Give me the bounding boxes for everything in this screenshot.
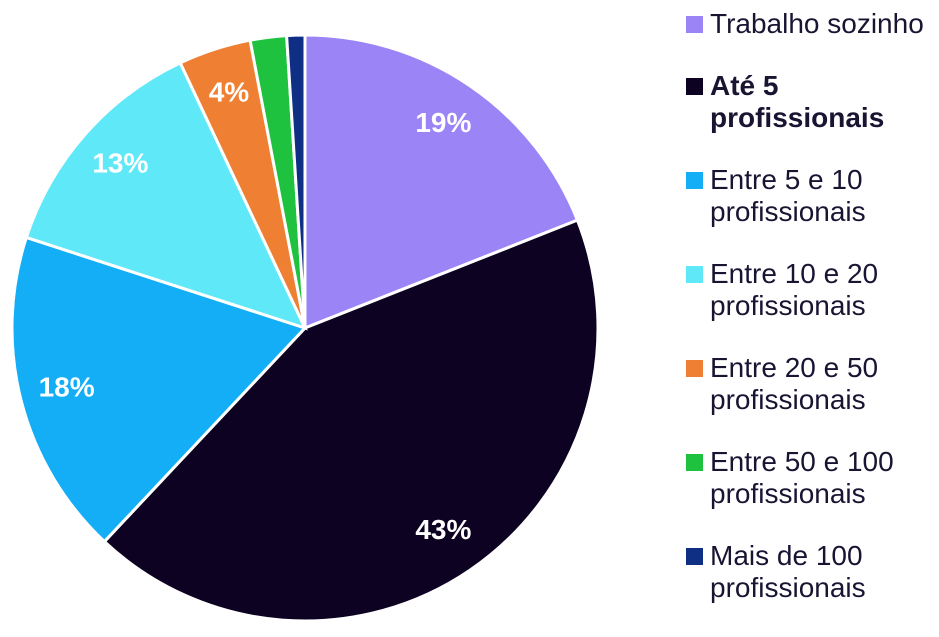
legend-item: Entre 50 e 100 profissionais	[686, 446, 936, 510]
legend-label: Entre 5 e 10 profissionais	[710, 164, 866, 227]
pie-slice	[285, 33, 307, 329]
legend-label: Entre 50 e 100 profissionais	[710, 446, 894, 509]
legend-item: Mais de 100 profissionais	[686, 540, 936, 604]
legend-item: Entre 5 e 10 profissionais	[686, 164, 936, 228]
pie-slice	[102, 218, 600, 623]
legend-label: Mais de 100 profissionais	[710, 540, 866, 603]
data-label: 43%	[415, 514, 471, 545]
legend-swatch	[686, 266, 703, 283]
data-label: 13%	[92, 148, 148, 179]
legend-label: Até 5 profissionais	[710, 70, 885, 133]
legend-swatch	[686, 454, 703, 471]
legend-swatch	[686, 172, 703, 189]
legend-label: Entre 10 e 20 profissionais	[710, 258, 879, 321]
legend: Trabalho sozinho Até 5 profissionais Entre…	[686, 8, 936, 634]
chart: 19% 43% 18% 13% 4%	[10, 33, 600, 623]
data-label: 18%	[39, 372, 95, 403]
legend-label: Entre 20 e 50 profissionais	[710, 352, 879, 415]
pie-slice	[303, 33, 580, 331]
data-label: 19%	[415, 107, 471, 138]
pie-slice	[24, 60, 308, 331]
legend-swatch	[686, 78, 703, 95]
legend-item: Até 5 profissionais	[686, 70, 936, 134]
legend-item: Entre 20 e 50 profissionais	[686, 352, 936, 416]
legend-item: Entre 10 e 20 profissionais	[686, 258, 936, 322]
legend-item: Trabalho sozinho	[686, 8, 936, 40]
pie-slice	[10, 235, 308, 544]
legend-swatch	[686, 548, 703, 565]
legend-swatch	[686, 360, 703, 377]
data-label: 4%	[209, 76, 250, 107]
legend-label: Trabalho sozinho	[710, 8, 924, 39]
legend-swatch	[686, 16, 703, 33]
